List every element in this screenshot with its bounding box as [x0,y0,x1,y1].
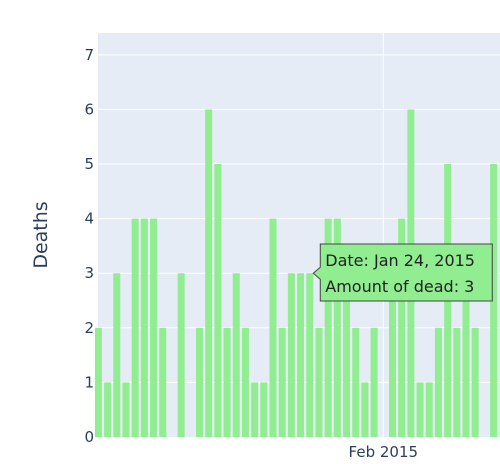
y-tick-label: 4 [84,210,94,228]
y-tick-label: 2 [84,319,94,337]
bar[interactable] [159,327,167,437]
bar[interactable] [416,382,424,437]
bar[interactable] [150,218,158,437]
y-tick-label: 7 [84,46,94,64]
y-axis-title: Deaths [30,201,52,268]
tooltip-amount-text: Amount of dead: 3 [325,277,474,296]
bar[interactable] [177,273,185,437]
y-tick-label: 0 [84,428,94,446]
x-tick-label: Feb 2015 [349,443,419,461]
bar[interactable] [223,327,231,437]
y-tick-label: 3 [84,264,94,282]
tooltip-date-text: Date: Jan 24, 2015 [325,251,475,270]
tooltip-box [312,243,493,302]
y-tick-label: 6 [84,100,94,118]
bar[interactable] [370,327,378,437]
bar[interactable] [241,327,249,437]
bar[interactable] [315,327,323,437]
bar[interactable] [490,164,498,437]
bar[interactable] [434,327,442,437]
bar[interactable] [453,327,461,437]
bar[interactable] [205,109,213,438]
bar[interactable] [104,382,112,437]
bar[interactable] [269,218,277,437]
bar[interactable] [278,327,286,437]
hover-tooltip: Date: Jan 24, 2015 Amount of dead: 3 [312,243,493,302]
bar[interactable] [251,382,259,437]
bar[interactable] [297,273,305,437]
bar[interactable] [471,327,479,437]
y-tick-labels: 0 1 2 3 4 5 6 7 [84,46,94,446]
bar[interactable] [122,382,130,437]
bar[interactable] [131,218,139,437]
bar[interactable] [425,382,433,437]
bar[interactable] [140,218,148,437]
bar[interactable] [214,164,222,437]
x-tick-labels: Feb 2015 [349,443,419,461]
bar[interactable] [232,273,240,437]
bar[interactable] [196,327,203,437]
bar[interactable] [361,382,369,437]
bar[interactable] [324,218,332,437]
bar[interactable] [388,273,396,437]
bar[interactable] [352,327,360,437]
bar[interactable] [306,273,314,437]
bar[interactable] [113,273,121,437]
bar[interactable] [333,218,341,437]
bar[interactable] [398,218,406,437]
y-tick-label: 1 [84,373,94,391]
bar[interactable] [462,273,470,437]
y-tick-label: 5 [84,155,94,173]
bar[interactable] [260,382,268,437]
bar[interactable] [343,273,351,437]
bar[interactable] [287,273,295,437]
bar[interactable] [94,327,102,437]
